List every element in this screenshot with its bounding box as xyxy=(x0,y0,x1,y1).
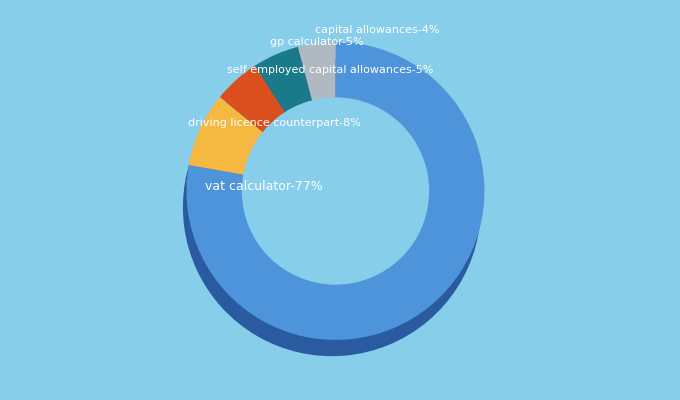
Wedge shape xyxy=(294,58,332,117)
Text: capital allowances-4%: capital allowances-4% xyxy=(315,25,439,35)
Wedge shape xyxy=(186,42,484,340)
Wedge shape xyxy=(189,97,263,175)
Text: self employed capital allowances-5%: self employed capital allowances-5% xyxy=(227,65,434,75)
Wedge shape xyxy=(185,113,260,191)
Wedge shape xyxy=(220,66,285,132)
Text: vat calculator-77%: vat calculator-77% xyxy=(205,180,322,193)
Wedge shape xyxy=(216,82,282,148)
Circle shape xyxy=(243,98,428,284)
Wedge shape xyxy=(252,63,309,129)
Wedge shape xyxy=(255,47,312,113)
Text: gp calculator-5%: gp calculator-5% xyxy=(271,37,364,47)
Text: driving licence counterpart-8%: driving licence counterpart-8% xyxy=(188,118,360,128)
Wedge shape xyxy=(183,58,481,356)
Circle shape xyxy=(239,114,425,300)
Wedge shape xyxy=(298,42,335,101)
